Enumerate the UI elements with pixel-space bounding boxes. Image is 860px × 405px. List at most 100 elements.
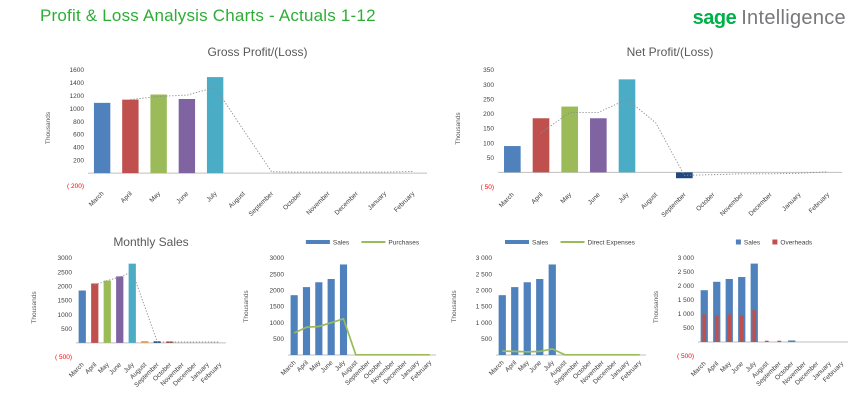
x-tick-label: April — [706, 360, 721, 375]
bar-march — [78, 290, 86, 343]
bar-may — [103, 280, 111, 343]
legend-label: Sales — [532, 240, 549, 247]
y-axis-labels: 500 1000 1500 2000 2500 3000 — [270, 255, 285, 343]
y-tick-label: 1200 — [70, 93, 85, 100]
bar-july — [339, 264, 348, 355]
bar-august — [141, 341, 149, 343]
page-title: Profit & Loss Analysis Charts - Actuals … — [40, 6, 376, 25]
x-tick-label: April — [296, 359, 311, 374]
legend-label: Overheads — [780, 240, 813, 247]
y-tick-label: 3 000 — [678, 255, 695, 262]
x-tick-label: April — [530, 191, 545, 206]
bar-march — [498, 295, 506, 355]
y-tick-label: 1 500 — [476, 304, 493, 311]
legend-swatch-sales — [305, 240, 330, 244]
bar-may — [315, 282, 323, 355]
bar-may — [523, 282, 531, 355]
chart-canvas: Monthly Sales 500 1000 1500 2000 2500 3000 ( 50… — [31, 235, 226, 389]
x-tick-label: April — [120, 190, 135, 205]
bar-july — [206, 77, 224, 174]
y-axis-title: Thousands — [243, 290, 250, 323]
bar-july — [752, 310, 757, 342]
y-negative-label: ( 50) — [481, 184, 494, 191]
y-tick-label: 1000 — [58, 312, 73, 319]
chart-sales-vs-purchases: Sales Purchases 500 1000 1500 2000 2500 3000 Tho… — [238, 232, 444, 400]
y-tick-label: 800 — [73, 119, 84, 126]
chart-canvas: Gross Profit/(Loss) 200 400 600 800 1000 1200 1… — [45, 45, 427, 218]
chart-net-profit-loss: Net Profit/(Loss) 50 100 150 200 250 300 350 ( 5… — [450, 42, 850, 227]
y-tick-label: 2000 — [58, 283, 73, 290]
chart-title: Net Profit/(Loss) — [627, 45, 714, 59]
x-tick-label: October — [282, 190, 304, 212]
x-tick-label: January — [781, 191, 803, 213]
bar-july — [548, 264, 556, 355]
bar-april — [713, 281, 721, 342]
y-tick-label: 200 — [73, 157, 84, 164]
chart-canvas: Sales Direct Expenses 500 1 000 1 500 2 000 2 … — [451, 240, 646, 387]
y-tick-label: 500 — [683, 325, 694, 332]
y-tick-label: 3 000 — [476, 255, 493, 262]
bar-june — [739, 315, 744, 342]
y-axis-title: Thousands — [31, 291, 38, 324]
bar-march — [93, 102, 111, 174]
y-tick-label: 1500 — [270, 304, 285, 311]
y-axis-title: Thousands — [451, 290, 458, 323]
x-tick-label: June — [528, 359, 543, 374]
x-tick-label: November — [719, 191, 746, 218]
bar-june — [178, 99, 196, 174]
x-tick-label: May — [148, 190, 162, 204]
y-tick-label: 150 — [483, 126, 494, 133]
bar-july — [128, 263, 136, 343]
chart-canvas: Sales Purchases 500 1000 1500 2000 2500 3000 Tho… — [243, 240, 436, 387]
y-axis-title: Thousands — [653, 290, 660, 323]
x-tick-label: December — [748, 191, 775, 218]
y-tick-label: 350 — [483, 67, 494, 74]
bar-series-sales — [290, 264, 348, 355]
y-tick-label: 50 — [487, 155, 495, 162]
bar-series-net-profit — [504, 79, 693, 179]
bar-june — [738, 277, 746, 342]
y-tick-label: 1 000 — [476, 320, 493, 327]
bar-october — [788, 340, 796, 342]
y-tick-label: 1400 — [70, 80, 85, 87]
x-tick-label: May — [559, 191, 573, 205]
bar-april — [532, 118, 550, 173]
bar-series-sales — [498, 264, 556, 355]
legend-label: Sales — [744, 240, 761, 247]
y-tick-label: 2 000 — [678, 283, 695, 290]
chart-title: Gross Profit/(Loss) — [207, 45, 307, 59]
bar-march — [702, 314, 707, 342]
y-tick-label: 2 500 — [678, 269, 695, 276]
x-tick-label: July — [617, 191, 631, 205]
x-tick-label: July — [205, 190, 219, 204]
x-tick-label: April — [504, 359, 519, 374]
logo-sage-text: sage — [692, 7, 737, 29]
legend-swatch-sales — [505, 240, 529, 244]
y-tick-label: 400 — [73, 145, 84, 152]
bar-june — [327, 279, 335, 355]
y-tick-label: 1000 — [70, 106, 85, 113]
x-tick-label: February — [393, 190, 417, 214]
chart-legend: Sales Direct Expenses — [505, 240, 636, 247]
x-tick-label: October — [695, 191, 717, 213]
sage-intelligence-logo: sage Intelligence — [693, 7, 846, 30]
y-tick-label: 2500 — [58, 269, 73, 276]
x-tick-label: August — [640, 191, 659, 210]
legend-swatch-purchases — [361, 241, 386, 243]
y-axis-labels: 200 400 600 800 1000 1200 1400 1600 ( 200) — [67, 67, 84, 190]
bar-july — [618, 79, 636, 173]
bar-march — [290, 295, 298, 355]
bar-series-sales — [700, 263, 796, 342]
chart-legend: Sales Purchases — [305, 240, 420, 247]
bar-september — [777, 340, 782, 342]
y-tick-label: 250 — [483, 96, 494, 103]
x-tick-label: November — [305, 190, 332, 217]
y-tick-label: 1500 — [58, 298, 73, 305]
y-tick-label: 300 — [483, 82, 494, 89]
bar-march — [504, 146, 521, 173]
bar-april — [91, 283, 99, 343]
